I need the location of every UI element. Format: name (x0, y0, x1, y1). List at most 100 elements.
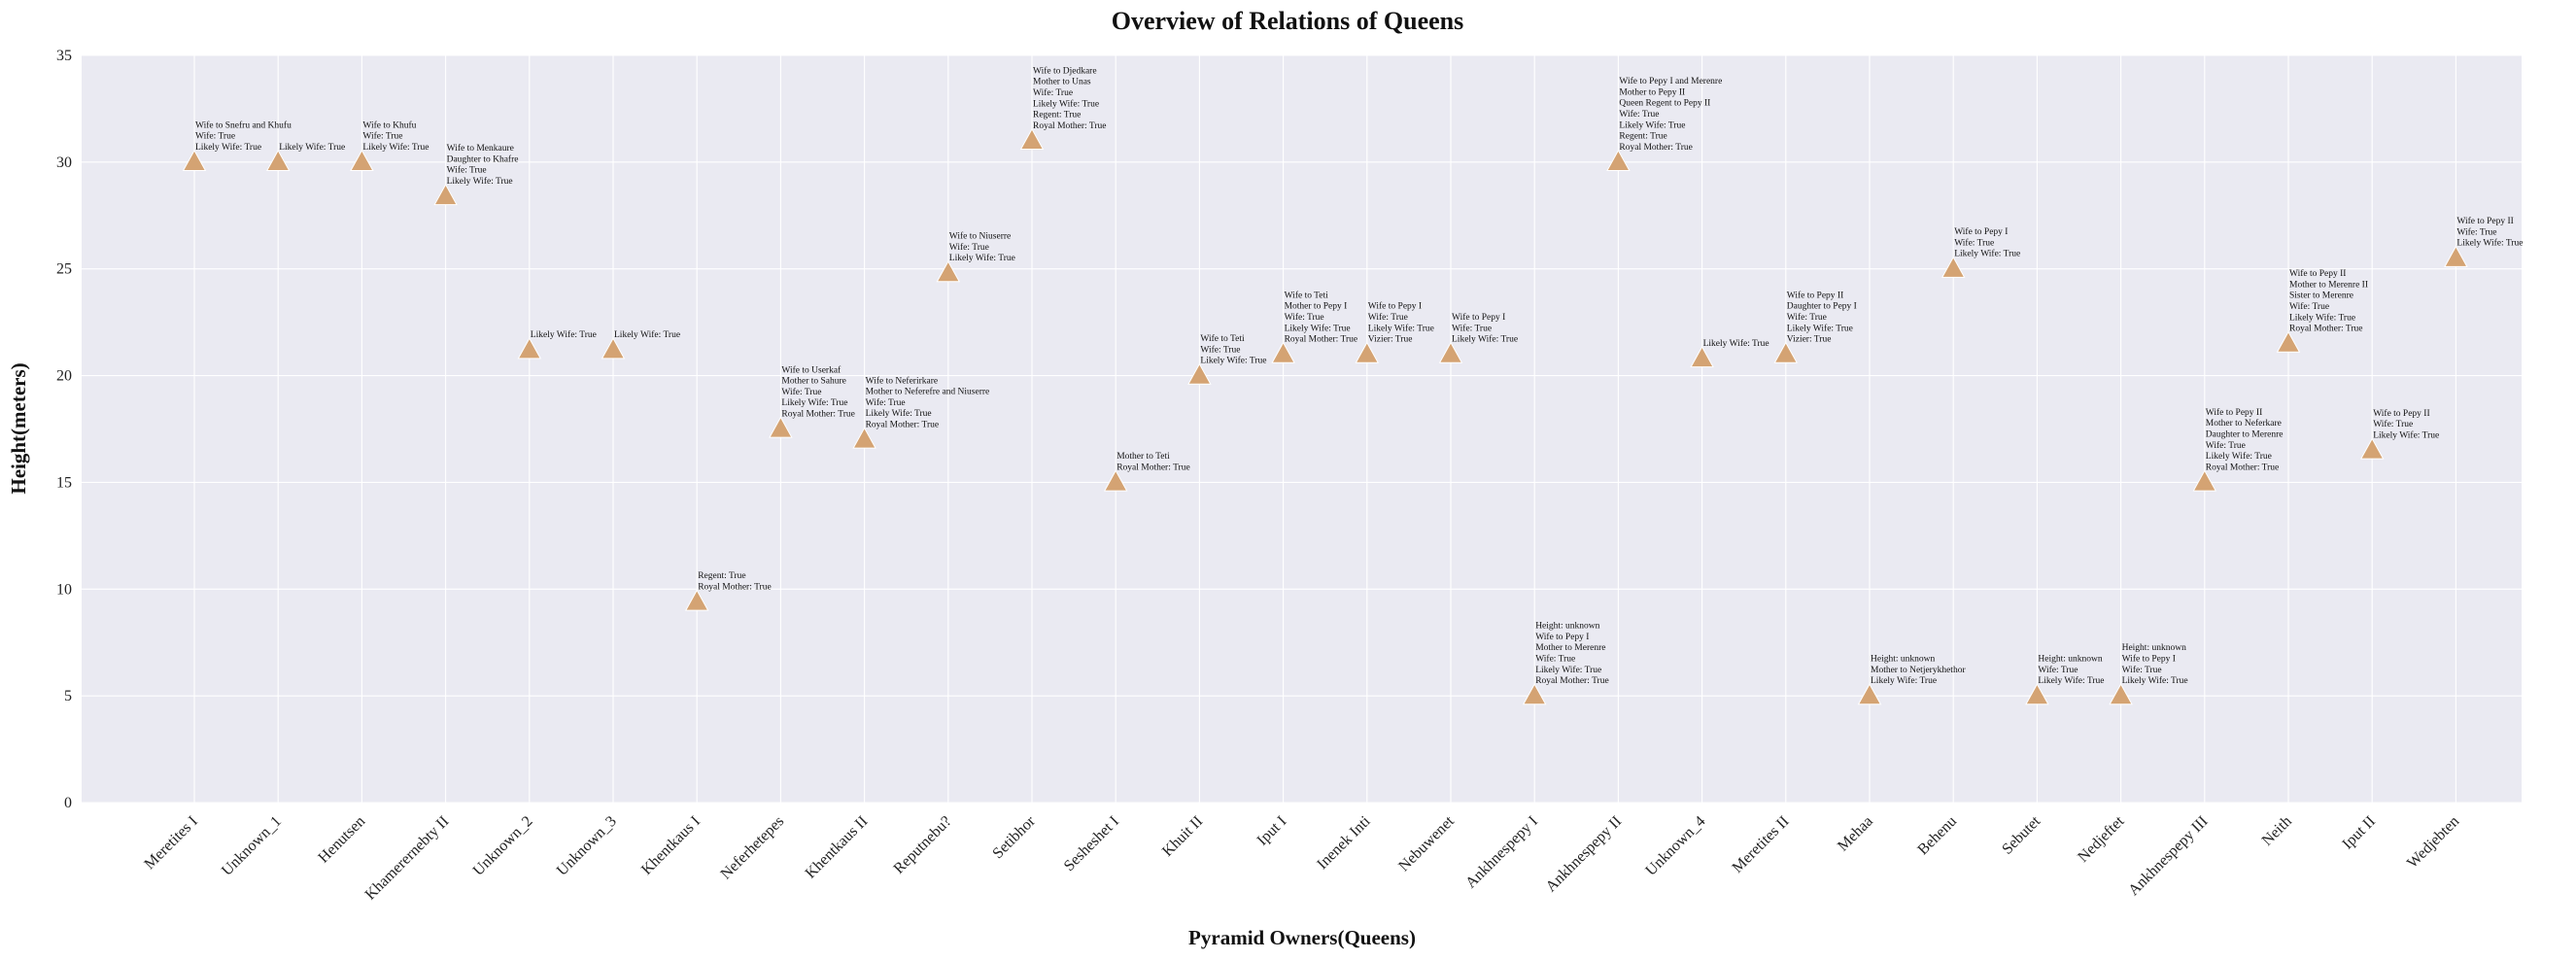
data-point (2192, 469, 2217, 492)
data-point (350, 149, 374, 171)
x-tick-label: Meretites II (1730, 813, 1793, 876)
x-tick-label: Khentkaus II (803, 813, 872, 882)
annotation-line: Wife to Niuserre (949, 231, 1011, 242)
data-point (2444, 245, 2468, 267)
x-tick-label: Khuit II (1159, 813, 1206, 860)
annotation-line: Wife to Pepy I (1452, 312, 1505, 323)
data-point (433, 183, 458, 206)
data-point (684, 589, 709, 611)
annotation-line: Mother to Teti (1116, 452, 1170, 462)
annotation-line: Likely Wife: True (2456, 238, 2523, 249)
x-tick-label: Unknown_4 (1642, 813, 1708, 879)
annotation-line: Likely Wife: True (2038, 675, 2104, 686)
annotation-line: Height: unknown (1871, 655, 1935, 665)
x-tick-label: Ankhnespepy III (2125, 813, 2211, 899)
data-point (1773, 341, 1799, 363)
annotation-line: Wife to Khufu (362, 120, 416, 130)
x-tick-label: Iput II (2339, 813, 2379, 853)
data-point (1690, 345, 1714, 368)
annotation-line: Wife: True (781, 387, 821, 397)
annotation-line: Wife: True (2289, 301, 2329, 312)
annotation-line: Daughter to Khafre (447, 154, 519, 164)
annotation-line: Royal Mother: True (1535, 676, 1608, 686)
data-point (1355, 341, 1380, 363)
x-tick-label: Nebuwenet (1395, 812, 1458, 874)
annotation-line: Likely Wife: True (2122, 675, 2188, 686)
annotation-line: Wife to Userkaf (781, 364, 841, 375)
annotation-line: Queen Regent to Pepy II (1619, 99, 1710, 109)
annotation-line: Likely Wife: True (1871, 675, 1937, 686)
annotation-line: Mother to Sahure (781, 377, 846, 387)
data-point (1187, 362, 1212, 385)
y-tick-label: 15 (56, 474, 72, 491)
annotation-line: Wife to Teti (1200, 333, 1245, 344)
data-point (265, 149, 291, 171)
annotation-line: Wife to Pepy I (1368, 301, 1422, 312)
annotation-line: Mother to Netjerykhethor (1871, 666, 1966, 675)
y-axis-label: Height(meters) (7, 362, 30, 494)
x-tick-label: Neferhetepes (718, 813, 788, 883)
x-axis-label: Pyramid Owners(Queens) (1188, 926, 1416, 949)
x-tick-label: Henutsen (315, 813, 368, 867)
data-point (1103, 469, 1128, 492)
annotation-line: Height: unknown (2122, 643, 2186, 653)
annotation-line: Royal Mother: True (698, 582, 771, 592)
annotation-line: Likely Wife: True (362, 142, 429, 153)
annotation-line: Wife to Pepy I (1954, 226, 2008, 237)
y-tick-label: 5 (64, 688, 72, 704)
annotation-line: Wife: True (1619, 109, 1659, 120)
annotation-line: Wife: True (1452, 323, 1492, 333)
annotation-line: Wife to Pepy I and Merenre (1619, 76, 1722, 86)
x-tick-label: Behenu (1914, 813, 1960, 859)
annotation-line: Likely Wife: True (2206, 451, 2272, 462)
annotation-line: Vizier: True (1787, 335, 1832, 345)
data-point (1857, 683, 1882, 705)
annotation-line: Likely Wife: True (1787, 323, 1853, 333)
annotation-line: Mother to Neferkare (2206, 418, 2282, 429)
annotation-line: Daughter to Merenre (2206, 430, 2284, 440)
annotation-line: Likely Wife: True (1703, 338, 1769, 349)
x-tick-label: Ankhnespepy I (1462, 813, 1541, 892)
annotation-line: Likely Wife: True (1954, 249, 2020, 259)
annotation-line: Likely Wife: True (1285, 323, 1351, 333)
data-point (2359, 437, 2385, 460)
annotation-line: Wife: True (1033, 87, 1073, 98)
data-point (2025, 683, 2049, 705)
x-tick-label: Wedjebten (2404, 813, 2462, 872)
x-tick-label: Neith (2259, 813, 2295, 849)
annotation-line: Likely Wife: True (614, 329, 680, 340)
annotation-line: Wife: True (447, 165, 487, 176)
x-tick-label: Nedjeftet (2075, 812, 2128, 866)
annotation-line: Height: unknown (2038, 655, 2102, 665)
x-tick-labels: Meretites I Unknown_1 HenutsenKhamerernebt… (141, 812, 2462, 903)
annotation-line: Daughter to Pepy I (1787, 302, 1857, 312)
annotation-line: Royal Mother: True (1285, 335, 1357, 345)
annotation-line: Royal Mother: True (1116, 463, 1189, 472)
x-tick-label: Mehaa (1835, 813, 1876, 855)
annotation-line: Likely Wife: True (866, 408, 932, 419)
x-tick-label: Meretites I (141, 813, 200, 873)
annotation-line: Wife to Teti (1285, 290, 1329, 300)
annotation-line: Mother to Unas (1033, 78, 1091, 87)
annotation-line: Likely Wife: True (1033, 98, 1099, 109)
annotation-line: Wife: True (2122, 665, 2162, 675)
annotation-line: Likely Wife: True (949, 253, 1015, 263)
annotation-line: Royal Mother: True (866, 420, 939, 429)
annotation-line: Wife to Menkaure (447, 143, 514, 154)
annotation-line: Wife: True (2456, 226, 2496, 237)
x-tick-label: Unknown_1 (219, 813, 285, 879)
annotation-line: Likely Wife: True (279, 142, 345, 153)
annotation-line: Wife to Pepy I (1535, 632, 1589, 642)
data-point (769, 416, 793, 438)
y-tick-label: 30 (56, 154, 72, 171)
x-tick-label: Reputnebu? (891, 813, 955, 877)
data-point (1941, 256, 1966, 278)
annotation-line: Royal Mother: True (1619, 143, 1692, 153)
annotation-line: Likely Wife: True (447, 176, 513, 187)
annotation-line: Wife: True (866, 397, 906, 408)
annotation-line: Likely Wife: True (1619, 120, 1685, 130)
grid-layer (82, 54, 2522, 804)
annotation-line: Mother to Neferefre and Niuserre (866, 387, 990, 397)
data-point (601, 337, 626, 360)
